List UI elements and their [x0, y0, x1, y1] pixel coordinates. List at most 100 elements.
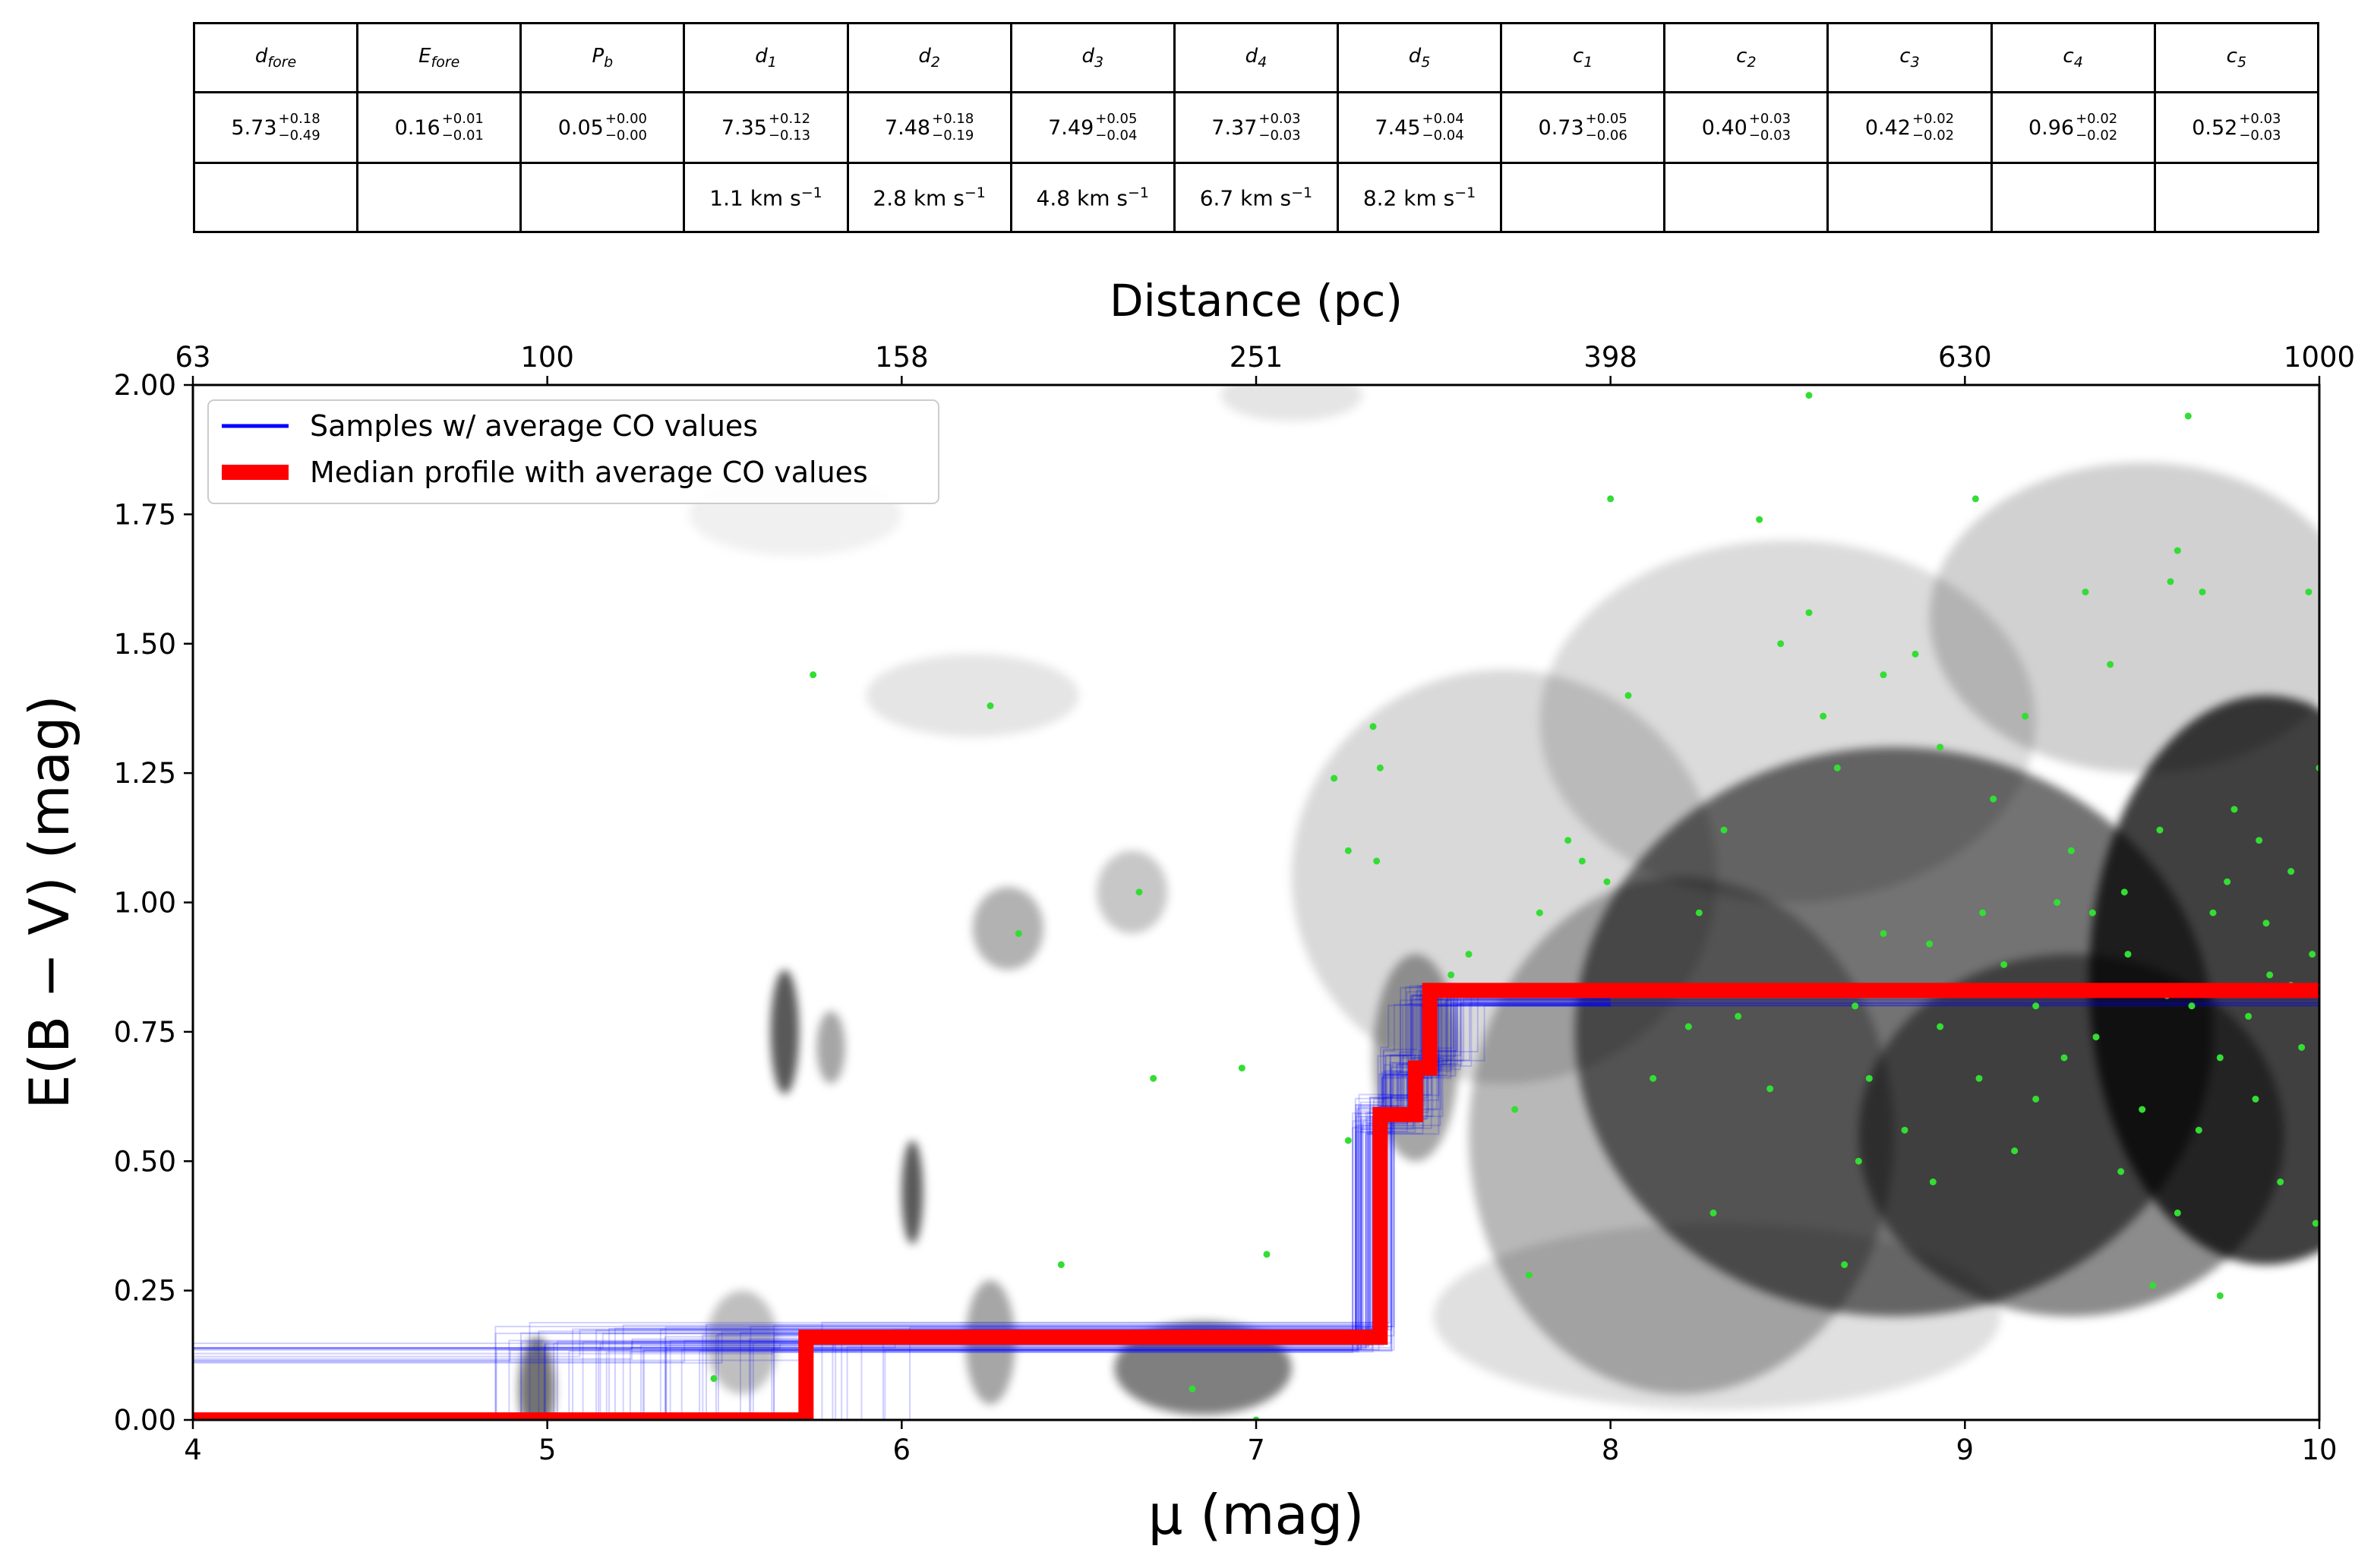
star-point: [2312, 1219, 2319, 1227]
param-header-d-2: d2: [846, 22, 1012, 93]
star-point: [1695, 909, 1703, 917]
sample-profile-line: [193, 998, 1611, 1420]
param-upper-error: +0.18: [932, 111, 974, 127]
star-point: [2107, 661, 2114, 668]
sample-profile-line: [193, 992, 2319, 1420]
param-value: 5.73 +0.18 −0.49: [231, 111, 320, 144]
param-upper-error: +0.02: [2076, 111, 2118, 127]
star-point: [2298, 1043, 2306, 1051]
velocity-cell: [1500, 162, 1666, 233]
star-point: [2224, 878, 2231, 885]
density-blob: [901, 1140, 923, 1245]
star-point: [1150, 1074, 1157, 1082]
velocity-value: 6.7 km s: [1199, 185, 1292, 211]
density-blob: [1220, 385, 1362, 421]
param-upper-error: +0.18: [278, 111, 320, 127]
top-tick-label: 251: [1230, 341, 1283, 374]
star-point: [2000, 961, 2008, 968]
param-symbol-subscript: 3: [1094, 54, 1104, 71]
param-symbol-subscript: 4: [2073, 54, 2083, 71]
param-errors: +0.12 −0.13: [769, 111, 810, 144]
parameter-header-row: dfore Efore Pb d1 d2 d3 d4 d5 c1 c2 c3 c4 c5: [192, 22, 2320, 93]
sample-profile-line: [193, 985, 1611, 1420]
density-background: [193, 385, 2319, 1420]
param-header-c-1: c1: [1500, 22, 1666, 93]
sample-profile-line: [193, 990, 2319, 1420]
param-symbol-letter: d: [254, 44, 268, 68]
star-point: [2256, 837, 2263, 844]
param-errors: +0.01 −0.01: [442, 111, 484, 144]
param-symbol: d2: [918, 44, 940, 71]
star-point: [1447, 971, 1455, 979]
density-blob: [972, 887, 1044, 970]
star-point: [1901, 1126, 1908, 1134]
star-point: [1564, 837, 1572, 844]
top-tick-label: 1000: [2284, 341, 2355, 374]
param-value-cell: 7.35 +0.12 −0.13: [683, 91, 849, 164]
param-value: 0.40 +0.03 −0.03: [1702, 111, 1791, 144]
star-point: [1852, 1002, 1859, 1010]
density-blob: [519, 1336, 554, 1420]
star-point: [2305, 588, 2312, 596]
star-point: [1855, 1157, 1862, 1165]
star-point: [1525, 1271, 1533, 1279]
star-point: [1990, 795, 1997, 803]
sample-profile-line: [193, 1002, 1611, 1420]
param-median: 0.42: [1864, 115, 1911, 140]
velocity-value: 2.8 km s: [873, 185, 964, 211]
star-point: [1720, 826, 1728, 834]
param-value: 0.52 +0.03 −0.03: [2192, 111, 2281, 144]
velocity-value: 1.1 km s: [709, 185, 801, 211]
star-point: [1603, 878, 1611, 885]
star-point: [2277, 1178, 2284, 1186]
velocity-cell: [519, 162, 686, 233]
param-symbol-letter: c: [1899, 44, 1911, 68]
density-blob: [1858, 954, 2284, 1317]
param-errors: +0.18 −0.49: [279, 111, 320, 144]
param-upper-error: +0.00: [605, 111, 647, 127]
star-point: [1578, 857, 1586, 865]
legend-label-median: Median profile with average CO values: [310, 456, 868, 489]
velocity-cell: 1.1 km s−1: [683, 162, 849, 233]
param-symbol-letter: d: [918, 44, 931, 68]
param-symbol: c3: [1899, 44, 1919, 71]
star-point: [2149, 1282, 2157, 1289]
param-symbol-subscript: b: [604, 54, 614, 71]
density-blob: [816, 1011, 845, 1084]
param-symbol-letter: d: [755, 44, 768, 68]
star-point: [1344, 847, 1352, 854]
star-point: [1880, 671, 1887, 679]
star-point: [2011, 1147, 2019, 1155]
star-point: [2174, 1209, 2181, 1216]
param-symbol: Pb: [592, 45, 614, 71]
star-point: [1015, 929, 1022, 937]
star-point: [1912, 650, 1919, 658]
x-tick-label: 7: [1247, 1434, 1265, 1466]
star-point: [2032, 1095, 2040, 1103]
param-lower-error: −0.13: [768, 128, 811, 144]
star-point: [1929, 1178, 1937, 1186]
star-point: [1735, 1012, 1742, 1020]
param-symbol: d4: [1245, 45, 1268, 71]
star-point: [2082, 588, 2089, 596]
param-symbol-letter: c: [1573, 44, 1584, 68]
density-blob: [1433, 1223, 2000, 1410]
velocity-row: 1.1 km s−1 2.8 km s−1 4.8 km s−1 6.7 km s−1…: [192, 162, 2320, 233]
param-symbol: c5: [2227, 45, 2246, 71]
y-tick-label: 2.00: [114, 369, 176, 402]
sample-profile-line: [193, 1002, 2319, 1420]
star-point: [2117, 1168, 2125, 1175]
sample-profile-line: [193, 995, 2319, 1420]
param-lower-error: −0.03: [1748, 128, 1791, 144]
y-tick-label: 0.25: [114, 1275, 176, 1308]
star-point: [2266, 971, 2274, 979]
star-point: [2054, 899, 2061, 906]
star-point: [2216, 1292, 2224, 1299]
param-value: 0.96 +0.02 −0.02: [2028, 111, 2117, 144]
param-header-c-4: c4: [1990, 22, 2156, 93]
velocity-cell: 8.2 km s−1: [1336, 162, 1503, 233]
sample-profile-line: [193, 989, 2319, 1420]
param-lower-error: −0.06: [1585, 128, 1627, 144]
param-median: 0.40: [1701, 115, 1747, 140]
star-point: [1865, 1074, 1873, 1082]
